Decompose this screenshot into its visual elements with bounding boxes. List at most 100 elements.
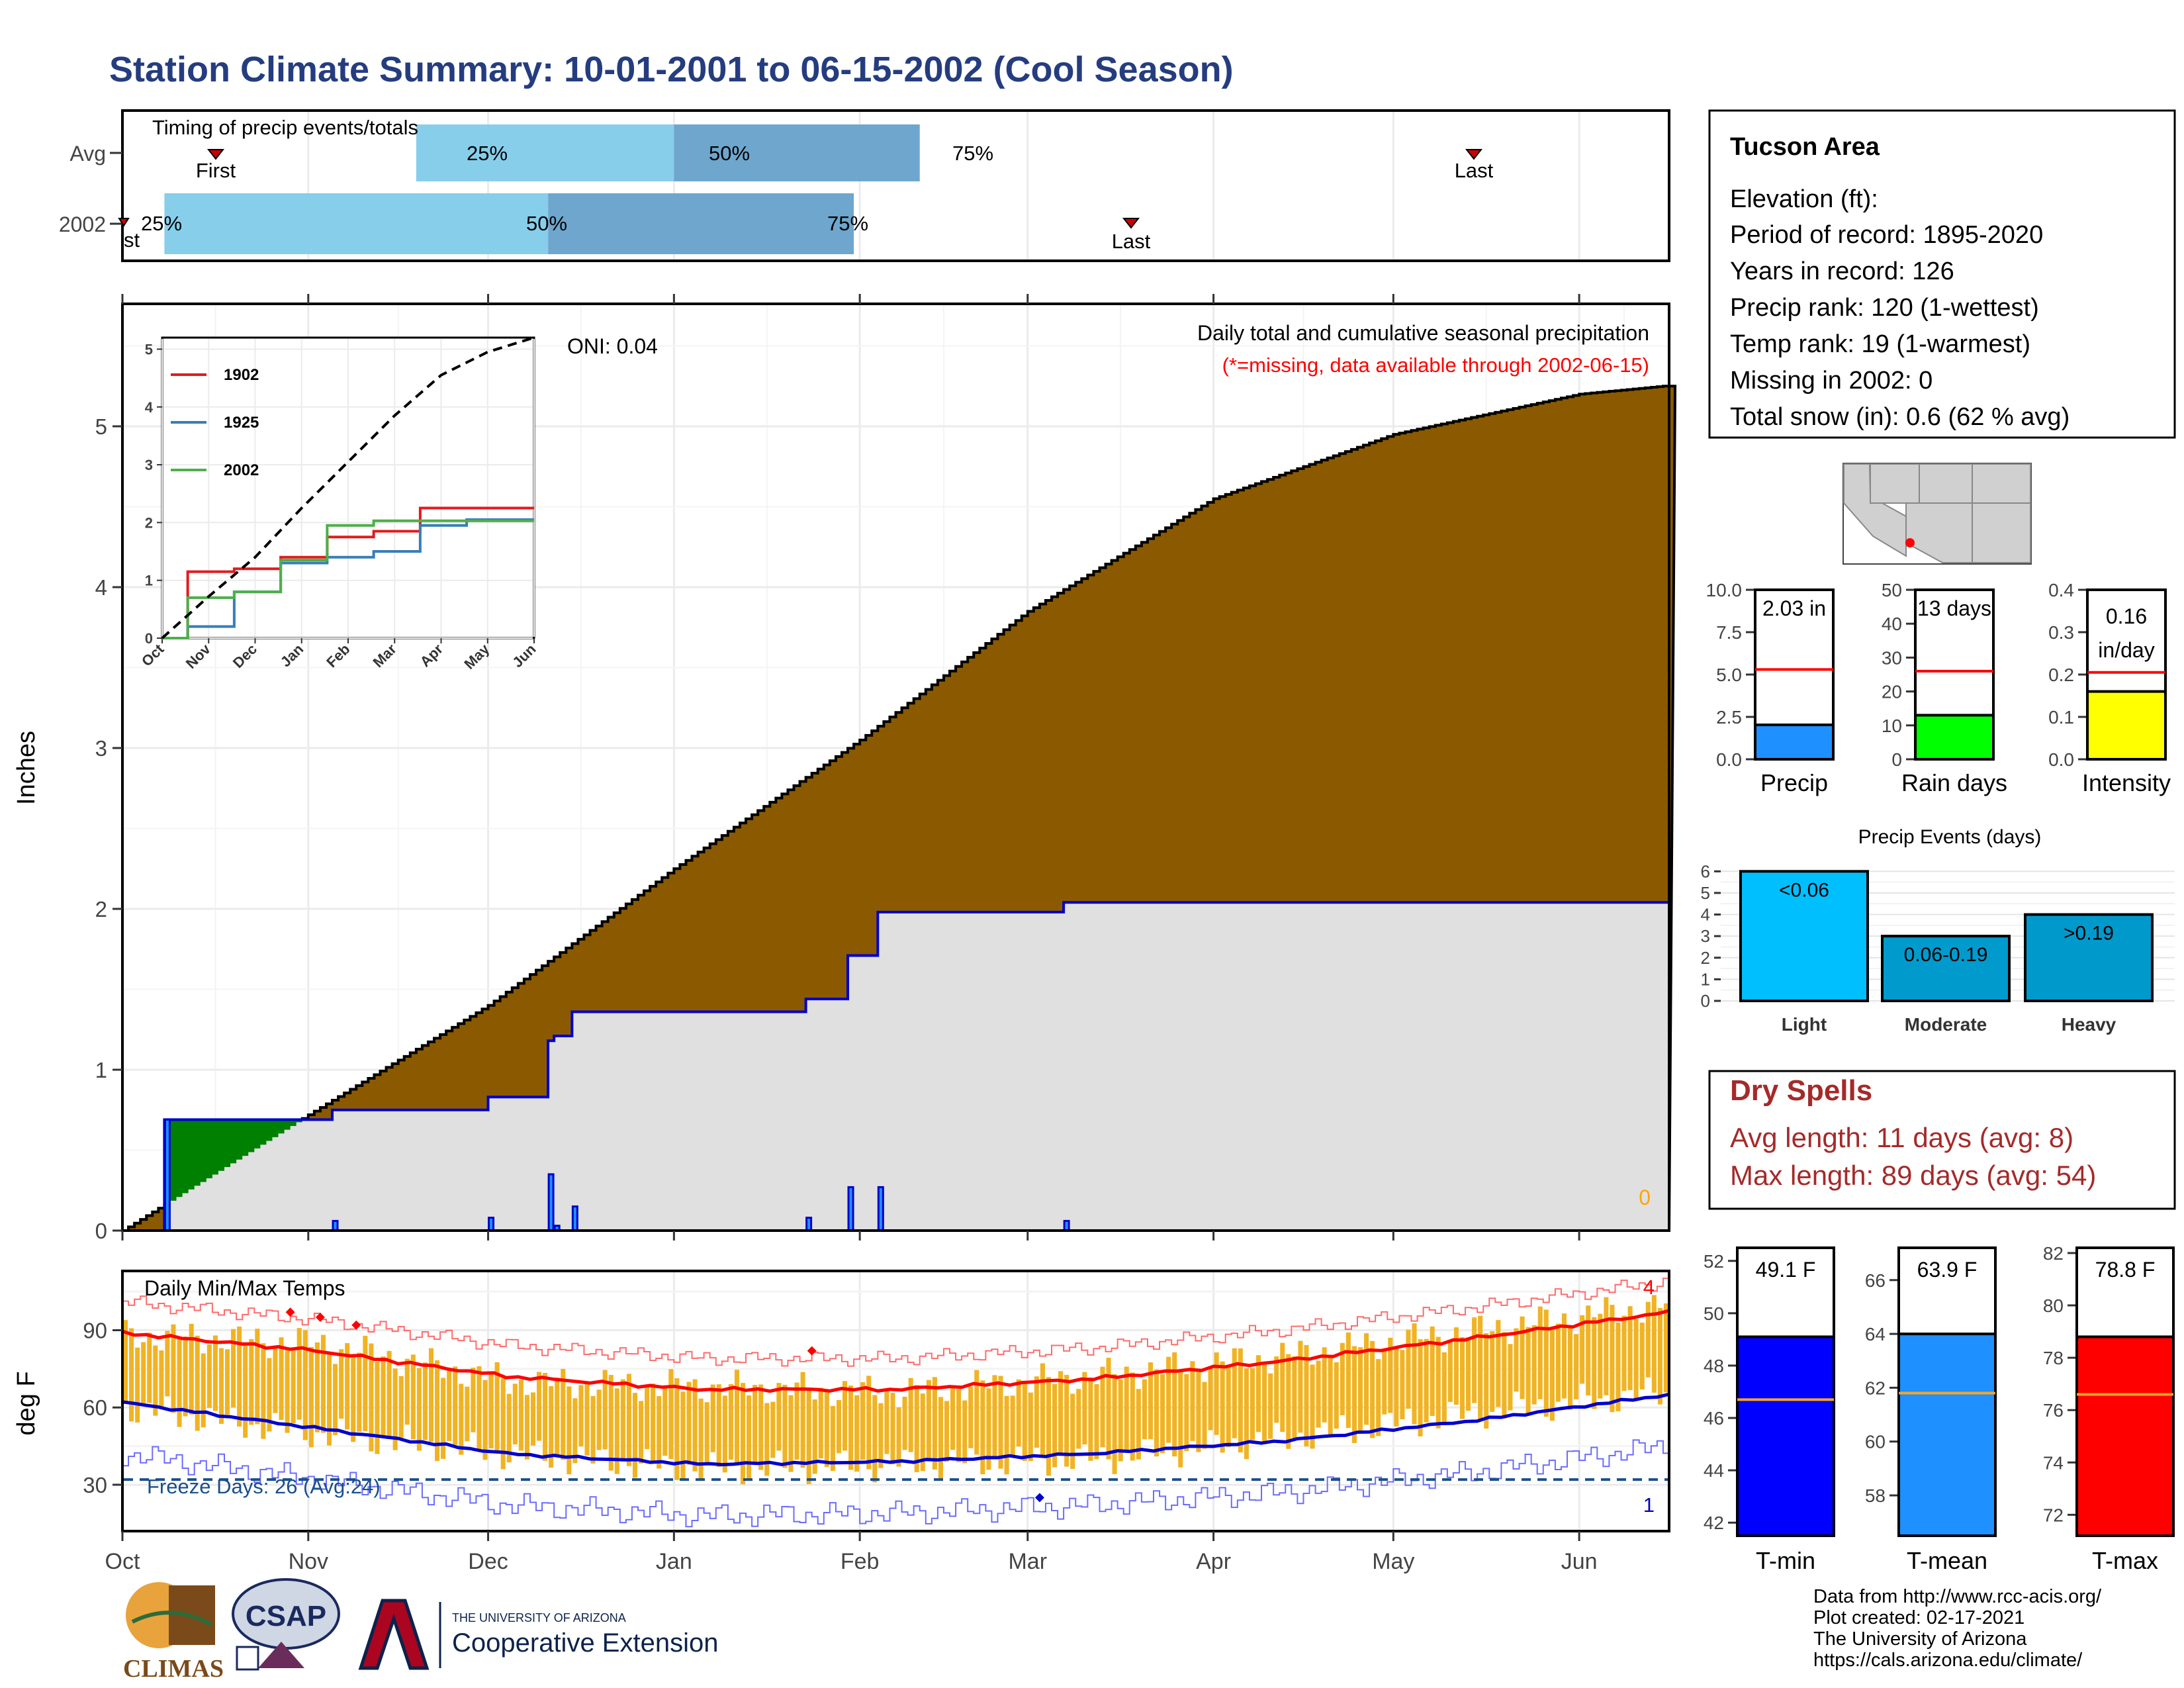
daily-temp-bar: [734, 1370, 739, 1466]
daily-temp-bar: [165, 1331, 170, 1397]
daily-temp-bar: [1574, 1334, 1579, 1400]
daily-temp-bar: [1166, 1356, 1171, 1443]
gauge-tick-label: 0.0: [2048, 749, 2074, 770]
daily-temp-bar: [992, 1375, 997, 1458]
daily-temp-bar: [884, 1390, 889, 1454]
daily-temp-bar: [1292, 1356, 1297, 1441]
daily-temp-bar: [1262, 1363, 1267, 1444]
observed-cumulative-area: [122, 902, 1669, 1231]
record-high-marker: [315, 1313, 325, 1323]
avg-first-marker: [206, 149, 225, 160]
inset-legend-label: 1902: [224, 366, 259, 384]
daily-temp-bar: [1208, 1368, 1213, 1430]
daily-temp-bar: [224, 1349, 230, 1415]
timing-bar-q50-q75: [548, 193, 854, 254]
daily-temp-bar: [1447, 1340, 1453, 1402]
gauge-value: 0.16: [2106, 604, 2147, 628]
daily-temp-bar: [998, 1376, 1003, 1469]
daily-temp-bar: [1112, 1374, 1117, 1474]
daily-temp-bar: [626, 1374, 631, 1466]
observed-cumulative-line: [122, 901, 1669, 1232]
daily-temp-bar: [950, 1385, 956, 1450]
ua-block-a: [358, 1599, 430, 1670]
credit-line: Plot created: 02-17-2021: [1813, 1607, 2025, 1628]
events-ytick-label: 2: [1701, 948, 1710, 968]
daily-temp-bar: [477, 1366, 482, 1450]
dry-spells-avg: Avg length: 11 days (avg: 8): [1730, 1122, 2073, 1153]
daily-temp-bar: [722, 1395, 727, 1473]
temp-gauge-tick-label: 72: [2043, 1505, 2064, 1525]
daily-temp-bar: [1633, 1319, 1639, 1401]
temp-content: [122, 1278, 1670, 1528]
daily-temp-bar: [255, 1329, 260, 1425]
daily-temp-bar: [1142, 1379, 1147, 1440]
temp-gauges: 42 44 46 48 50 52 49.1 F T-min 58 60 62 64 66 63.9 F T…: [1704, 1243, 2175, 1574]
daily-temp-bar: [1435, 1336, 1441, 1429]
month-label: Nov: [289, 1549, 328, 1574]
temp-gauge-tick-label: 46: [1704, 1408, 1724, 1429]
inset-ytick-label: 2: [145, 514, 153, 531]
daily-precip-bar: [877, 1186, 884, 1232]
daily-temp-bar: [237, 1326, 242, 1427]
precip-ylabel: Inches: [13, 731, 40, 805]
events-ytick-label: 3: [1701, 926, 1710, 946]
daily-temp-bar: [776, 1383, 782, 1451]
y2002-last-marker: [1122, 218, 1140, 229]
y2002-last-label: Last: [1112, 230, 1151, 253]
daily-temp-bar: [740, 1383, 746, 1485]
temp-gauge-tick-label: 48: [1704, 1356, 1724, 1376]
gauge-tick-label: 7.5: [1716, 622, 1742, 643]
daily-temp-bar: [1322, 1347, 1327, 1423]
daily-temp-bar: [680, 1391, 686, 1479]
credit-line: Data from http://www.rcc-acis.org/: [1813, 1586, 2102, 1607]
daily-temp-bar: [555, 1378, 560, 1456]
station-line: Years in record: 126: [1730, 258, 1954, 285]
daily-temp-bar: [1016, 1379, 1021, 1447]
daily-temp-bar: [1592, 1317, 1597, 1409]
month-label: Mar: [1008, 1549, 1047, 1574]
events-bar-label: 0.06-0.19: [1904, 944, 1988, 966]
temp-ylabel: deg F: [13, 1371, 40, 1435]
ua-line2: Cooperative Extension: [452, 1628, 718, 1658]
timing-bars: [164, 124, 920, 254]
inset-line-2002: [162, 519, 534, 639]
inset-legend-label: 1925: [224, 414, 259, 432]
daily-temp-bar: [1382, 1351, 1387, 1415]
month-axis: Oct Nov Dec Jan Feb Mar Apr May Jun: [105, 294, 1598, 1574]
daily-temp-bar: [728, 1383, 733, 1460]
daily-temp-bar: [1052, 1383, 1058, 1468]
avg-q50-label: 50%: [709, 142, 750, 165]
daily-temp-bar: [747, 1395, 752, 1479]
precip-title: Daily total and cumulative seasonal prec…: [1197, 321, 1649, 345]
temp-gauge-fill: [1897, 1333, 1997, 1538]
daily-temp-bar: [500, 1378, 506, 1470]
daily-temp-bar: [524, 1395, 529, 1460]
daily-temp-bar: [339, 1349, 344, 1419]
precip-ytick-label: 5: [95, 414, 107, 439]
daily-temp-bar: [465, 1386, 470, 1442]
daily-temp-bar: [1400, 1350, 1405, 1420]
daily-temp-bar: [1088, 1377, 1093, 1461]
daily-temp-bar: [1543, 1309, 1549, 1417]
daily-temp-bar: [512, 1383, 518, 1445]
daily-temp-bar: [1034, 1376, 1039, 1448]
daily-temp-bar: [1118, 1379, 1123, 1462]
daily-temp-bar: [662, 1386, 668, 1456]
precip-yaxis: 0 1 2 3 4 5: [95, 414, 122, 1243]
gauge-value-unit: in/day: [2098, 638, 2154, 662]
precip-ytick-label: 2: [95, 897, 107, 921]
daily-precip-bar: [805, 1217, 813, 1232]
daily-temp-bar: [980, 1380, 985, 1475]
daily-temp-bar: [1064, 1375, 1069, 1467]
timing-bar-q25-q50: [416, 124, 674, 181]
daily-temp-bar: [1340, 1342, 1345, 1415]
precip-ytick-label: 4: [95, 575, 107, 600]
temp-ytick-label: 90: [83, 1318, 107, 1342]
daily-temp-bar: [435, 1360, 440, 1462]
station-line: Total snow (in): 0.6 (62 % avg): [1730, 403, 2070, 431]
daily-temp-bar: [1310, 1364, 1315, 1449]
daily-temp-bar: [1351, 1346, 1357, 1444]
daily-temp-bar: [1627, 1306, 1633, 1391]
daily-temp-bar: [1268, 1373, 1273, 1439]
